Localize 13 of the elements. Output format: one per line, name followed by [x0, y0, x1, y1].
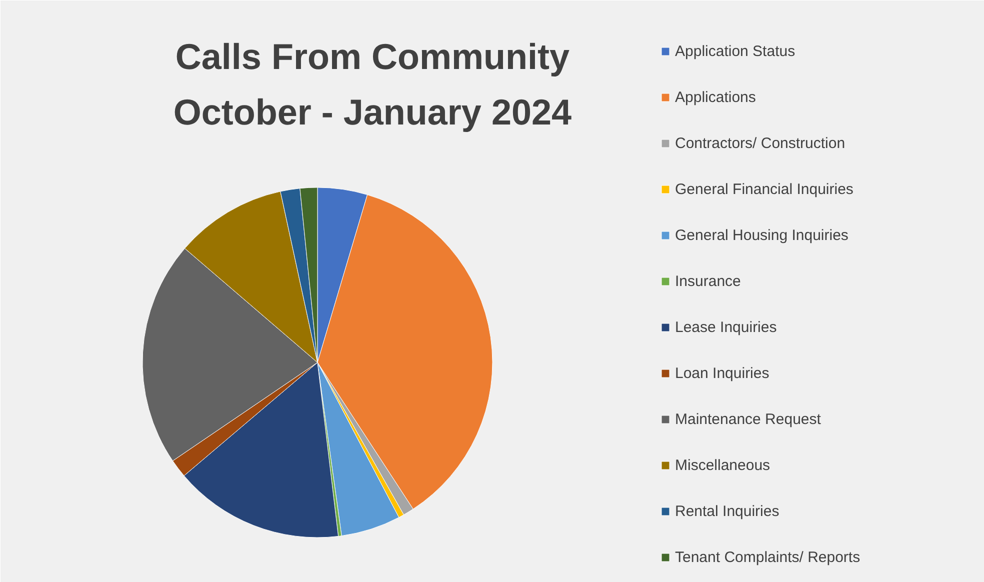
legend-label: Application Status — [675, 42, 796, 61]
legend-label: Tenant Complaints/ Reports — [675, 548, 860, 567]
legend-label: Rental Inquiries — [675, 502, 780, 521]
legend-label: Loan Inquiries — [675, 364, 770, 383]
legend-label: Applications — [675, 88, 756, 107]
legend-label: General Housing Inquiries — [675, 226, 848, 245]
legend-label: Lease Inquiries — [675, 318, 777, 337]
legend-label: Contractors/ Construction — [675, 134, 846, 153]
legend-label: Maintenance Request — [675, 410, 821, 429]
legend-label: Insurance — [675, 272, 741, 291]
text: Calls From Community October - January 2024 — [173, 36, 572, 132]
legend-label: General Financial Inquiries — [675, 180, 854, 199]
legend-label: Miscellaneous — [675, 456, 770, 475]
